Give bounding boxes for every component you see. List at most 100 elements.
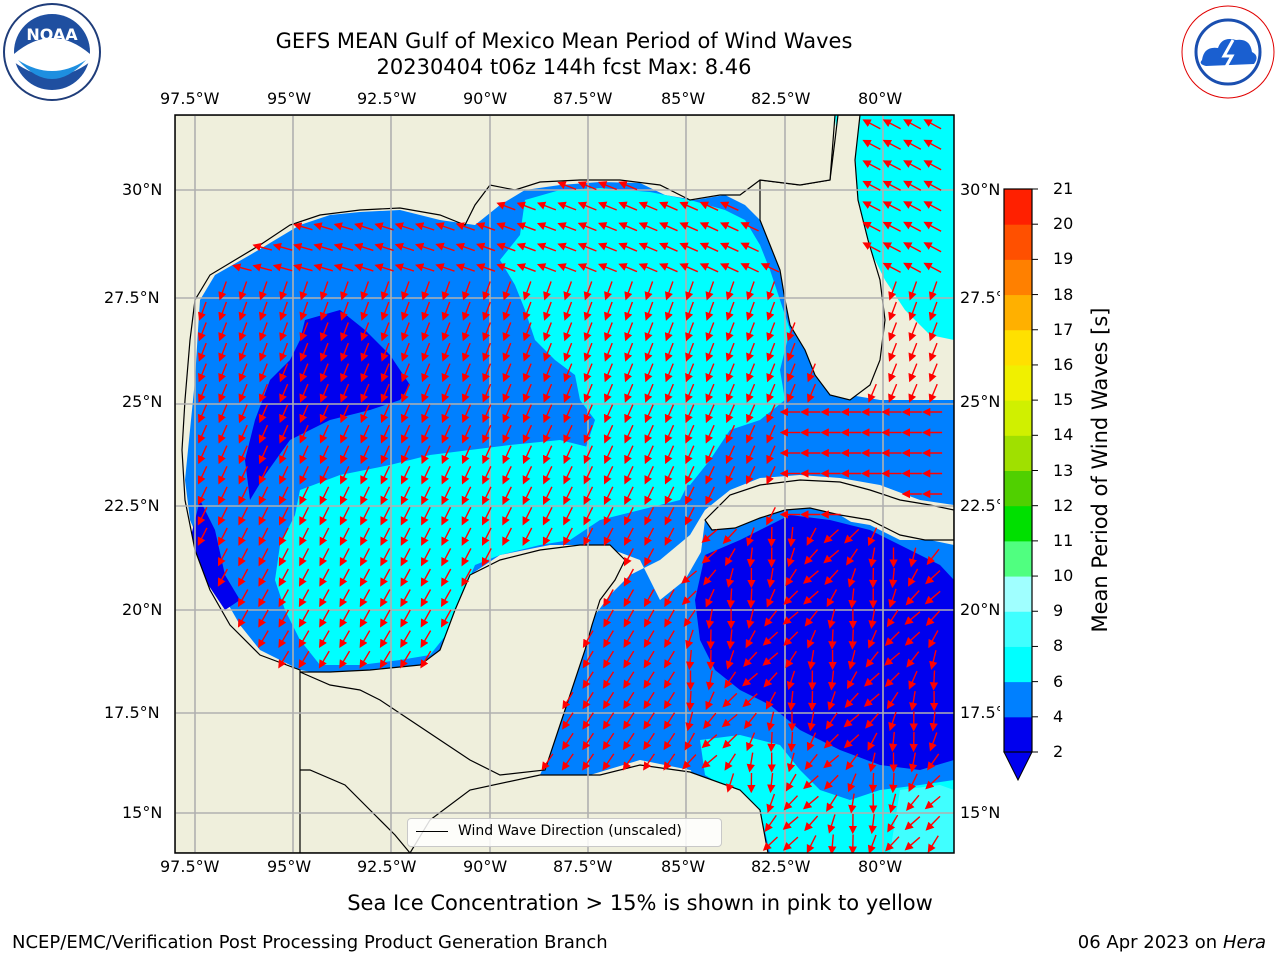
wind-wave-arrow — [888, 342, 898, 362]
wind-wave-arrow — [543, 404, 553, 424]
wind-wave-arrow — [522, 301, 532, 321]
wind-wave-arrow — [638, 263, 658, 273]
wind-wave-arrow — [557, 222, 577, 232]
wind-wave-arrow — [476, 222, 496, 231]
wind-wave-arrow — [786, 342, 796, 362]
wind-wave-arrow — [888, 588, 897, 609]
wind-wave-arrow — [461, 301, 471, 321]
wind-wave-arrow — [762, 652, 779, 666]
wind-wave-arrow — [685, 424, 695, 444]
wind-wave-arrow — [766, 342, 776, 362]
wind-wave-arrow — [197, 322, 207, 342]
wind-wave-arrow — [885, 836, 900, 852]
wind-wave-arrow — [681, 570, 698, 584]
wind-wave-arrow — [238, 363, 248, 383]
wind-wave-arrow — [339, 568, 350, 587]
wind-wave-arrow — [598, 242, 617, 252]
noaa-logo-text: NOAA — [26, 25, 78, 44]
wind-wave-arrow — [787, 690, 796, 712]
wind-wave-arrow — [583, 506, 594, 526]
wind-wave-arrow — [319, 301, 329, 321]
lat-label-right-30: 30°N — [960, 180, 1001, 199]
wind-wave-arrow — [583, 404, 593, 424]
wind-wave-arrow — [904, 611, 921, 625]
wind-wave-arrow — [197, 383, 208, 403]
colorbar-tick-label: 20 — [1053, 214, 1074, 234]
wind-wave-arrow — [908, 363, 918, 383]
wind-wave-arrow — [563, 445, 573, 465]
wind-wave-arrow — [563, 527, 573, 546]
wind-wave-arrow — [705, 383, 715, 403]
cuba-land — [704, 479, 954, 541]
wind-wave-arrow — [502, 404, 512, 424]
wind-wave-arrow — [603, 445, 614, 465]
wind-wave-arrow — [928, 383, 938, 403]
wind-wave-arrow — [563, 301, 573, 321]
colorbar-segment — [1004, 611, 1032, 647]
wind-wave-arrow — [928, 301, 938, 321]
wind-wave-arrow — [461, 363, 471, 383]
wind-wave-arrow — [763, 672, 778, 688]
wind-wave-arrow — [685, 383, 695, 403]
legend-label: Wind Wave Direction (unscaled) — [458, 823, 682, 839]
wind-wave-arrow — [923, 180, 942, 191]
colorbar-segment — [1004, 681, 1032, 718]
wind-wave-arrow — [705, 424, 715, 444]
wind-wave-arrow — [823, 733, 839, 749]
wind-wave-arrow — [577, 222, 597, 232]
wind-wave-arrow — [360, 301, 370, 321]
wind-wave-arrow — [745, 466, 756, 485]
wind-wave-arrow — [421, 322, 431, 342]
wind-wave-arrow — [319, 486, 330, 505]
wind-wave-arrow — [828, 629, 837, 650]
wind-wave-arrow — [927, 753, 940, 771]
wind-wave-arrow — [643, 732, 655, 751]
lat-label-right-20: 20°N — [960, 600, 1001, 619]
wind-wave-arrow — [743, 712, 757, 730]
wind-wave-arrow — [394, 222, 415, 231]
wind-wave-arrow — [421, 363, 431, 383]
wind-wave-arrow — [379, 650, 391, 669]
wind-wave-arrow — [786, 363, 796, 383]
wind-wave-arrow — [299, 486, 309, 505]
wind-wave-arrow — [664, 445, 675, 465]
lat-label-right-25: 25°N — [960, 392, 1001, 411]
wind-wave-arrow — [380, 486, 391, 505]
wind-wave-arrow — [421, 424, 431, 444]
wind-wave-arrow — [563, 383, 573, 403]
wind-wave-arrow — [659, 263, 678, 273]
wind-wave-arrow — [806, 732, 817, 752]
colorbar-segment — [1004, 435, 1032, 471]
wind-wave-arrow — [725, 773, 735, 793]
wind-wave-arrow — [279, 445, 289, 465]
wind-wave-arrow — [623, 589, 635, 608]
colorbar-extend-arrow — [1003, 751, 1033, 782]
wind-wave-arrow — [746, 445, 756, 465]
wind-wave-arrow — [557, 201, 577, 211]
wind-wave-arrow — [401, 342, 410, 362]
wind-wave-arrow — [882, 180, 901, 191]
wind-wave-arrow — [643, 691, 655, 710]
wind-wave-arrow — [827, 814, 836, 834]
wind-wave-arrow — [299, 548, 310, 567]
wind-wave-arrow — [843, 734, 860, 749]
wind-wave-arrow — [421, 342, 431, 362]
legend-line-swatch — [416, 831, 448, 832]
wind-wave-arrow — [441, 548, 452, 567]
wind-wave-arrow — [908, 322, 918, 342]
wind-wave-arrow — [624, 363, 634, 383]
wind-wave-arrow — [926, 548, 940, 566]
wind-wave-arrow — [481, 548, 492, 567]
wind-wave-arrow — [746, 383, 756, 403]
wind-wave-arrow — [742, 672, 758, 687]
wind-wave-arrow — [909, 690, 918, 712]
wind-wave-arrow — [339, 650, 351, 669]
wind-wave-arrow — [925, 815, 941, 831]
wind-wave-arrow — [400, 548, 411, 567]
wind-wave-arrow — [360, 383, 370, 403]
wind-wave-arrow — [806, 383, 817, 403]
wind-wave-arrow — [638, 201, 658, 211]
wind-wave-arrow — [603, 322, 613, 342]
wind-wave-arrow — [557, 181, 577, 191]
wind-wave-arrow — [401, 301, 410, 321]
